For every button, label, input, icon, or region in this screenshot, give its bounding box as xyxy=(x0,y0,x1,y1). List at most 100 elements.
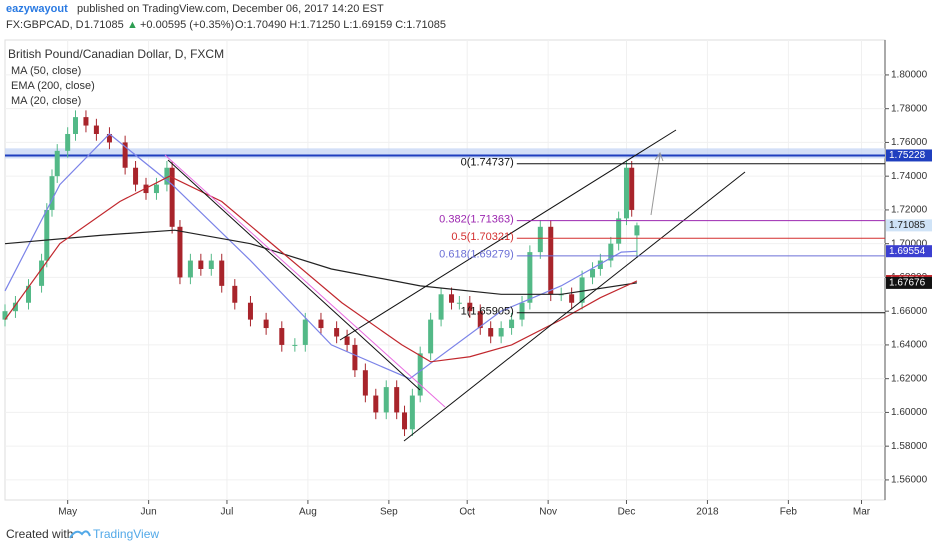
candle-body xyxy=(629,167,635,210)
candle-body xyxy=(39,260,45,286)
last: 1.71085 xyxy=(84,19,124,31)
y-tick-label: 1.64000 xyxy=(891,340,928,351)
candle-body xyxy=(83,117,89,126)
price-tag xyxy=(886,219,932,232)
candle-body xyxy=(402,412,408,430)
candle-body xyxy=(73,117,79,134)
candle-body xyxy=(54,150,60,177)
arrow: ▲ xyxy=(127,19,138,31)
ma-line xyxy=(4,229,638,295)
candle-body xyxy=(616,218,622,244)
candle-body xyxy=(279,328,285,345)
candle-body xyxy=(93,125,99,134)
arrow xyxy=(650,154,661,216)
x-tick-label: Oct xyxy=(459,507,475,518)
logo xyxy=(69,530,91,539)
overlay: 0(1.74737) 0.382(1.71363) 0.5(1.70321) 0.61… xyxy=(439,149,932,318)
candle-body xyxy=(597,260,603,269)
y-tick-label: 1.76000 xyxy=(891,137,928,148)
candle-body xyxy=(498,328,504,337)
candle-body xyxy=(187,260,193,278)
candle-body xyxy=(219,260,225,286)
y-tick-label: 1.78000 xyxy=(891,103,928,114)
x-tick-label: May xyxy=(58,507,77,518)
candle-body xyxy=(623,167,629,219)
y-tick-label: 1.74000 xyxy=(891,171,928,182)
trend-line xyxy=(164,154,446,408)
y-tick-label: 1.66000 xyxy=(891,306,928,317)
candle-body xyxy=(247,302,253,320)
candle-body xyxy=(318,319,324,329)
candle-body xyxy=(133,167,139,185)
legend-entry: MA (50, close) xyxy=(11,65,81,77)
y-tick-label: 1.72000 xyxy=(891,205,928,216)
candle-body xyxy=(232,285,238,303)
x-tick-label: Mar xyxy=(853,507,871,518)
x-tick-label: Feb xyxy=(780,507,798,518)
plot-frame xyxy=(4,39,886,501)
price-tag-label: 1.71085 xyxy=(889,220,926,231)
candle-body xyxy=(169,167,175,227)
candle-body xyxy=(12,302,18,312)
candle-body xyxy=(49,176,55,210)
candle-body xyxy=(537,226,543,253)
candle-body xyxy=(164,167,170,185)
x-tick-label: Dec xyxy=(618,507,636,518)
legend-title: British Pound/Canadian Dollar, D, FXCM xyxy=(8,47,224,61)
x-tick-label: Jul xyxy=(221,507,234,518)
candle-body xyxy=(302,319,308,345)
candle-body xyxy=(383,387,389,413)
candle-body xyxy=(352,344,358,371)
candle-body xyxy=(65,133,71,151)
price-tag xyxy=(886,245,932,258)
candle-body xyxy=(438,294,444,320)
candle-body xyxy=(590,268,596,278)
price-tag xyxy=(886,149,932,162)
y-tick-label: 1.80000 xyxy=(891,70,928,81)
x-tick-label: 2018 xyxy=(696,507,719,518)
fib-label: 0.5(1.70321) xyxy=(451,231,513,243)
fib-label: 0(1.74737) xyxy=(461,157,514,169)
ohlc: O:1.70490 H:1.71250 L:1.69159 C:1.71085 xyxy=(235,19,446,31)
trend-line xyxy=(339,129,677,341)
candle-body xyxy=(344,336,350,345)
candle-body xyxy=(373,395,379,413)
candle-body xyxy=(198,260,204,269)
symbol: FX:GBPCAD, D xyxy=(6,19,84,31)
fib-label: 0.382(1.71363) xyxy=(439,214,514,226)
candle-body xyxy=(634,225,640,236)
candle-body xyxy=(569,294,575,303)
x-tick-label: Jun xyxy=(141,507,157,518)
candle-body xyxy=(263,319,269,329)
candle-body xyxy=(456,302,462,304)
arrow-head xyxy=(654,151,664,162)
candle-body xyxy=(579,277,585,303)
change: +0.00595 (+0.35%) xyxy=(140,19,234,31)
candle-body xyxy=(362,370,368,396)
price-tag-label: 1.67676 xyxy=(889,278,926,289)
created: Created with xyxy=(6,527,73,541)
candle-body xyxy=(26,285,32,303)
price-tag-label: 1.69554 xyxy=(889,246,926,257)
candle-body xyxy=(106,133,112,143)
ma-line xyxy=(4,133,637,380)
candle-body xyxy=(527,252,533,303)
candle-body xyxy=(292,344,298,346)
x-tick-label: Sep xyxy=(380,507,398,518)
y-tick-label: 1.62000 xyxy=(891,373,928,384)
candle-body xyxy=(153,184,159,194)
candle-body xyxy=(509,319,515,329)
candle-body xyxy=(488,328,494,337)
x-tick-label: Nov xyxy=(539,507,557,518)
grid: 1.56000 1.58000 1.60000 1.62000 1.64000 1.660… xyxy=(5,40,928,518)
price-tag xyxy=(886,276,932,289)
candle-body xyxy=(122,142,128,168)
legend-entry: EMA (200, close) xyxy=(11,80,95,92)
candle-body xyxy=(449,294,455,303)
candle-body xyxy=(467,302,473,312)
legend-entry: MA (20, close) xyxy=(11,95,81,107)
brand: TradingView xyxy=(93,527,159,541)
candle-body xyxy=(409,395,415,430)
candle-body xyxy=(548,226,554,295)
